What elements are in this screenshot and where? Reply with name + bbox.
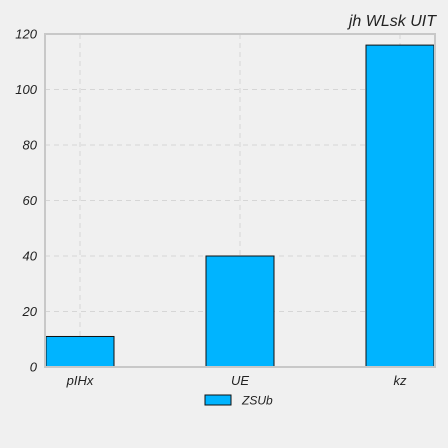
y-tick-label: 20 [22,304,38,319]
legend-swatch [204,394,232,406]
x-tick-label: pIHx [66,373,94,388]
legend: ZSUb [204,394,273,408]
x-tick-label: UE [231,373,249,388]
y-tick-label: 0 [30,360,38,375]
y-tick-label: 100 [15,82,37,97]
chart-title: jh WLsk UIT [347,13,437,30]
x-axis-ticks: pIHx UE kz [66,373,407,388]
bar [205,255,275,368]
bar [365,44,435,368]
bars [45,44,435,368]
y-tick-label: 80 [23,138,38,153]
legend-label: ZSUb [241,394,273,408]
x-tick-label: kz [394,373,408,388]
y-tick-label: 40 [23,249,38,264]
plot-frame [44,33,436,368]
bar [45,335,115,368]
y-tick-label: 120 [15,27,37,42]
y-axis-ticks: 0 20 40 60 80 100 120 [15,27,37,375]
y-tick-label: 60 [23,193,38,208]
